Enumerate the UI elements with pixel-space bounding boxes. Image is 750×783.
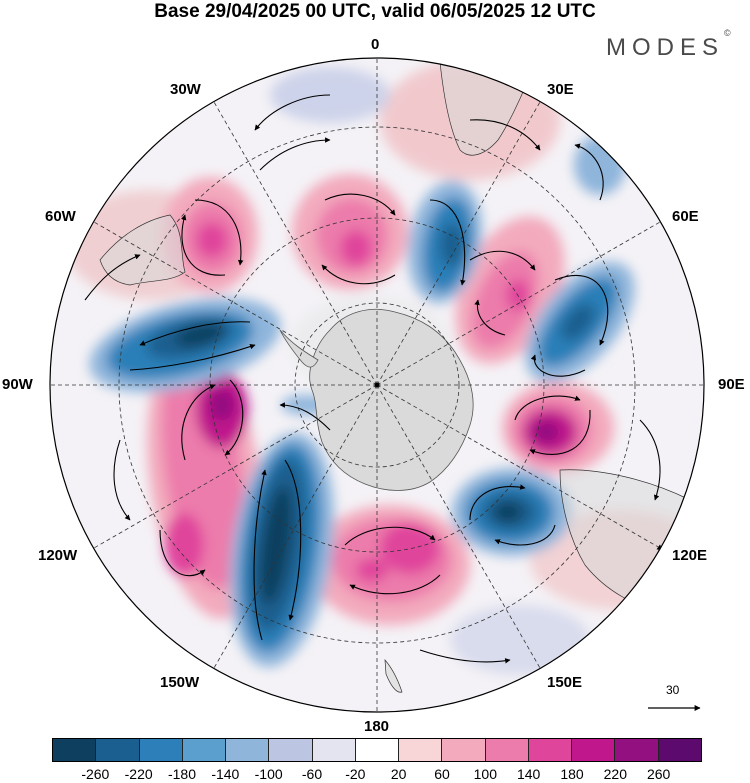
anomaly-patch xyxy=(210,389,234,421)
colorbar-bin xyxy=(226,739,270,761)
modes-logo: MODES© xyxy=(606,28,731,62)
colorbar-bin xyxy=(528,739,573,761)
anomaly-patch xyxy=(450,605,590,675)
reference-vector-label: 30 xyxy=(666,683,680,697)
anomaly-patch xyxy=(440,223,464,267)
south-america-landmass xyxy=(99,214,186,286)
anomaly-patch xyxy=(494,502,522,522)
lon-label-120w: 120W xyxy=(38,547,78,564)
lon-label-90w: 90W xyxy=(2,376,33,393)
lon-label-180: 180 xyxy=(364,718,390,735)
colorbar-tick-label: 20 xyxy=(390,766,407,782)
map-frame xyxy=(49,57,705,713)
colorbar-tick-label: 140 xyxy=(516,766,541,782)
lon-label-120e: 120E xyxy=(672,547,708,564)
colorbar xyxy=(52,738,702,762)
anomaly-patch xyxy=(340,230,372,266)
lon-label-30e: 30E xyxy=(547,81,574,98)
copyright-mark: © xyxy=(724,28,731,38)
anomaly-patch xyxy=(471,251,539,349)
lon-label-60w: 60W xyxy=(45,208,76,225)
colorbar-tick-label: -260 xyxy=(81,766,110,782)
colorbar-bin xyxy=(312,739,356,761)
colorbar-tick-label: -140 xyxy=(211,766,240,782)
antarctica-landmass xyxy=(309,308,474,491)
colorbar-tick-label: 100 xyxy=(473,766,498,782)
graticule xyxy=(50,58,704,712)
colorbar-bin xyxy=(615,739,659,761)
colorbar-bin xyxy=(485,739,529,761)
pole-marker xyxy=(374,382,380,388)
colorbar-bin xyxy=(442,739,486,761)
lon-label-0: 0 xyxy=(371,36,380,53)
lon-label-90e: 90E xyxy=(718,376,745,393)
colorbar-tick-label: 260 xyxy=(646,766,671,782)
colorbar-tick-label: -100 xyxy=(254,766,283,782)
anomaly-patch xyxy=(561,303,595,341)
lon-label-150e: 150E xyxy=(547,674,583,691)
colorbar-tick-labels: -260 -220 -180 -140 -100 -60 -20 20 60 100 140 180 2… xyxy=(52,766,702,782)
colorbar-tick-label: 60 xyxy=(434,766,450,782)
chart-title: Base 29/04/2025 00 UTC, valid 06/05/2025… xyxy=(154,1,596,22)
colorbar-tick-label: -180 xyxy=(167,766,197,782)
colorbar-tick-label: -60 xyxy=(301,766,323,782)
colorbar-bin xyxy=(399,739,443,761)
streamlines xyxy=(84,94,662,664)
colorbar-bin xyxy=(96,739,140,761)
colorbar-bin xyxy=(355,739,400,761)
colorbar-bin xyxy=(139,739,183,761)
colorbar-bin xyxy=(658,739,701,761)
anomaly-patch xyxy=(380,522,440,574)
brand-text: MODES xyxy=(606,34,725,61)
antarctic-peninsula xyxy=(279,329,319,368)
new-zealand-landmass xyxy=(384,658,403,693)
colorbar-bin xyxy=(182,739,227,761)
anomaly-patch xyxy=(533,421,559,443)
lon-label-30w: 30W xyxy=(170,81,201,98)
anomaly-patch xyxy=(356,558,388,582)
anomaly-patch xyxy=(164,513,204,577)
colorbar-tick-label: 220 xyxy=(603,766,628,782)
colorbar-tick-label: -220 xyxy=(124,766,153,782)
colorbar-tick-label: 180 xyxy=(560,766,584,782)
colorbar-tick-label: -20 xyxy=(345,766,366,782)
colorbar-bin xyxy=(572,739,616,761)
colorbar-bin xyxy=(269,739,313,761)
lon-label-60e: 60E xyxy=(672,208,699,225)
colorbar-bin xyxy=(53,739,97,761)
anomaly-patch xyxy=(196,222,228,258)
anomaly-patch xyxy=(175,323,225,347)
lon-label-150w: 150W xyxy=(160,674,200,691)
